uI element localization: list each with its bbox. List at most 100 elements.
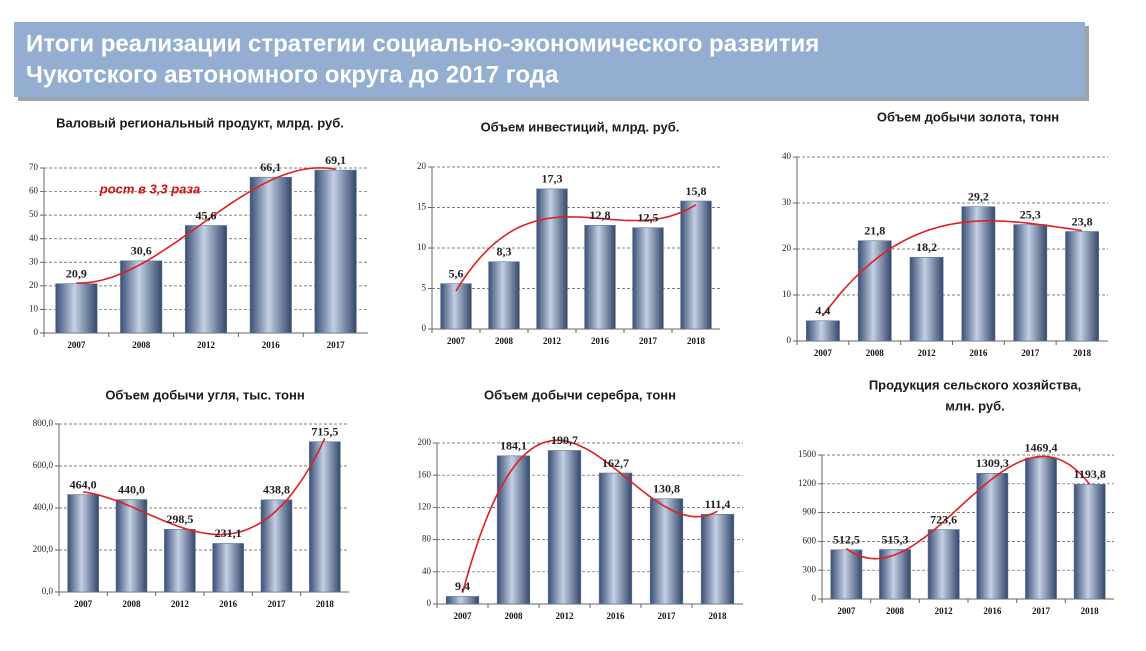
- y-tick-label: 70: [29, 162, 39, 172]
- value-label: 25,3: [1020, 207, 1041, 221]
- x-tick-label: 2008: [132, 340, 151, 350]
- y-tick-label: 40: [782, 151, 792, 161]
- bar: [440, 283, 472, 330]
- x-tick-label: 2018: [1081, 606, 1100, 616]
- value-label: 15,8: [686, 184, 707, 198]
- x-tick-label: 2016: [262, 340, 281, 350]
- slide-title: Итоги реализации стратегии социально-эко…: [26, 30, 819, 57]
- y-tick-label: 40: [422, 566, 432, 576]
- value-label: 184,1: [500, 439, 527, 453]
- y-tick-label: 10: [417, 242, 427, 252]
- x-tick-label: 2017: [658, 611, 677, 621]
- bar: [260, 499, 293, 593]
- x-tick-label: 2017: [268, 599, 287, 609]
- bar: [830, 549, 863, 600]
- value-label: 21,8: [864, 223, 885, 237]
- chart-title: Валовый региональный продукт, млрд. руб.: [56, 115, 344, 130]
- x-tick-label: 2007: [814, 348, 833, 358]
- x-tick-label: 2007: [837, 606, 856, 616]
- x-tick-label: 2007: [447, 336, 466, 346]
- bar: [115, 499, 148, 593]
- value-label: 69,1: [325, 153, 346, 167]
- x-tick-label: 2012: [935, 606, 954, 616]
- value-label: 1469,4: [1025, 441, 1058, 455]
- bar: [598, 472, 633, 605]
- x-tick-label: 2017: [327, 340, 346, 350]
- bar: [584, 225, 616, 330]
- bar: [1073, 484, 1106, 600]
- y-tick-label: 1500: [798, 449, 817, 459]
- bar: [680, 200, 712, 330]
- x-tick-label: 2008: [495, 336, 514, 346]
- bar: [120, 260, 163, 334]
- y-tick-label: 5: [422, 283, 427, 293]
- chart-title: млн. руб.: [945, 398, 1005, 413]
- x-tick-label: 2016: [969, 348, 988, 358]
- y-tick-label: 30: [29, 256, 39, 266]
- x-tick-label: 2008: [886, 606, 905, 616]
- chart-title: Продукция сельского хозяйства,: [869, 377, 1081, 392]
- x-tick-label: 2016: [591, 336, 610, 346]
- value-label: 1309,3: [976, 456, 1009, 470]
- y-tick-label: 20: [782, 243, 792, 253]
- bar: [857, 240, 892, 342]
- value-label: 512,5: [833, 533, 860, 547]
- x-tick-label: 2012: [197, 340, 216, 350]
- value-label: 438,8: [263, 483, 290, 497]
- trend-line: [455, 204, 697, 292]
- y-tick-label: 20: [29, 280, 39, 290]
- value-label: 8,3: [497, 245, 512, 259]
- slide-title: Чукотского автономного округа до 2017 го…: [26, 61, 559, 88]
- bar: [184, 225, 228, 334]
- bar: [1025, 457, 1057, 600]
- value-label: 111,4: [705, 497, 731, 511]
- y-tick-label: 10: [782, 289, 792, 299]
- y-tick-label: 0: [34, 327, 39, 337]
- value-label: 66,1: [260, 160, 281, 174]
- bar: [249, 176, 292, 334]
- x-tick-label: 2017: [639, 336, 658, 346]
- chart-title: Объем добычи угля, тыс. тонн: [105, 387, 304, 402]
- bar: [909, 256, 944, 342]
- x-tick-label: 2008: [866, 348, 885, 358]
- value-label: 723,6: [930, 512, 957, 526]
- x-tick-label: 2016: [607, 611, 626, 621]
- trend-line: [83, 438, 326, 536]
- x-tick-label: 2016: [983, 606, 1002, 616]
- y-tick-label: 50: [29, 209, 39, 219]
- banner: [14, 22, 1085, 97]
- y-tick-label: 30: [782, 197, 792, 207]
- y-tick-label: 60: [29, 186, 39, 196]
- x-tick-label: 2007: [74, 599, 93, 609]
- trend-line: [461, 439, 718, 594]
- y-tick-label: 10: [29, 303, 39, 313]
- x-tick-label: 2007: [454, 611, 473, 621]
- bar: [55, 283, 98, 334]
- bar: [496, 455, 531, 605]
- value-label: 130,8: [653, 481, 680, 495]
- bar: [67, 494, 99, 593]
- value-label: 9,4: [455, 579, 470, 593]
- y-tick-label: 900: [803, 507, 817, 517]
- y-tick-label: 160: [418, 469, 432, 479]
- y-tick-label: 200: [418, 437, 432, 447]
- bar: [314, 169, 357, 334]
- chart-title: Объем добычи золота, тонн: [877, 109, 1059, 124]
- bar: [879, 549, 911, 600]
- y-tick-label: 200,0: [33, 544, 54, 554]
- value-label: 12,8: [590, 208, 611, 222]
- x-tick-label: 2018: [1073, 348, 1092, 358]
- value-label: 715,5: [311, 424, 338, 438]
- x-tick-label: 2012: [543, 336, 562, 346]
- x-tick-label: 2017: [1032, 606, 1051, 616]
- value-label: 5,6: [449, 266, 464, 280]
- y-tick-label: 120: [418, 501, 432, 511]
- bar: [976, 473, 1009, 600]
- trend-line: [822, 220, 1083, 317]
- chart-title: Объем инвестиций, млрд. руб.: [481, 119, 680, 134]
- value-label: 29,2: [968, 189, 989, 203]
- value-label: 23,8: [1072, 214, 1093, 228]
- y-tick-label: 0: [787, 335, 792, 345]
- bar: [632, 227, 664, 330]
